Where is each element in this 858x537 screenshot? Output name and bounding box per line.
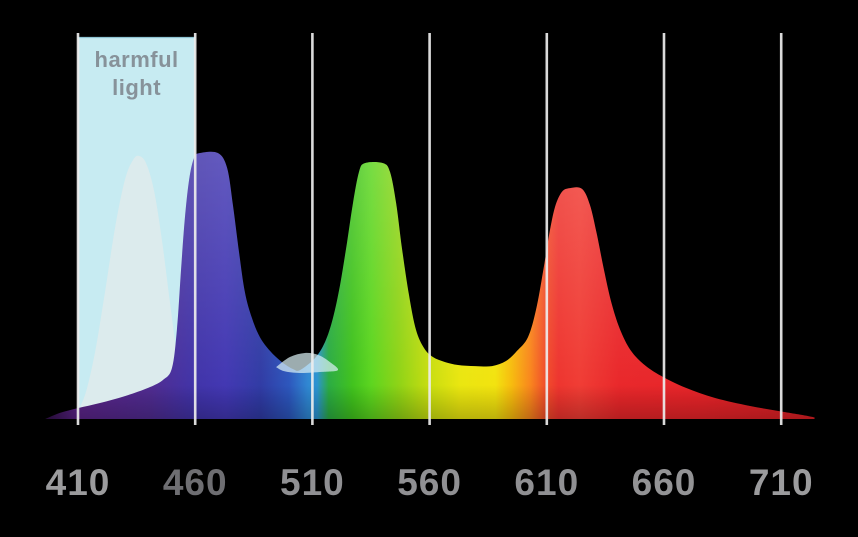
x-tick-label-610: 610 <box>514 462 580 503</box>
x-tick-label-560: 560 <box>397 462 462 503</box>
spectrum-base-shade <box>45 151 815 419</box>
cyan-highlight-area <box>276 352 339 374</box>
harmful-light-label: harmful light <box>94 47 179 100</box>
x-tick-label-510: 510 <box>280 462 345 503</box>
violet-phosphor-peak-area <box>77 155 192 419</box>
x-tick-label-460: 460 <box>162 462 228 503</box>
gridlines <box>76 33 783 425</box>
x-tick-label-710: 710 <box>748 462 814 503</box>
x-tick-label-410: 410 <box>45 462 111 503</box>
x-tick-label-660: 660 <box>631 462 697 503</box>
